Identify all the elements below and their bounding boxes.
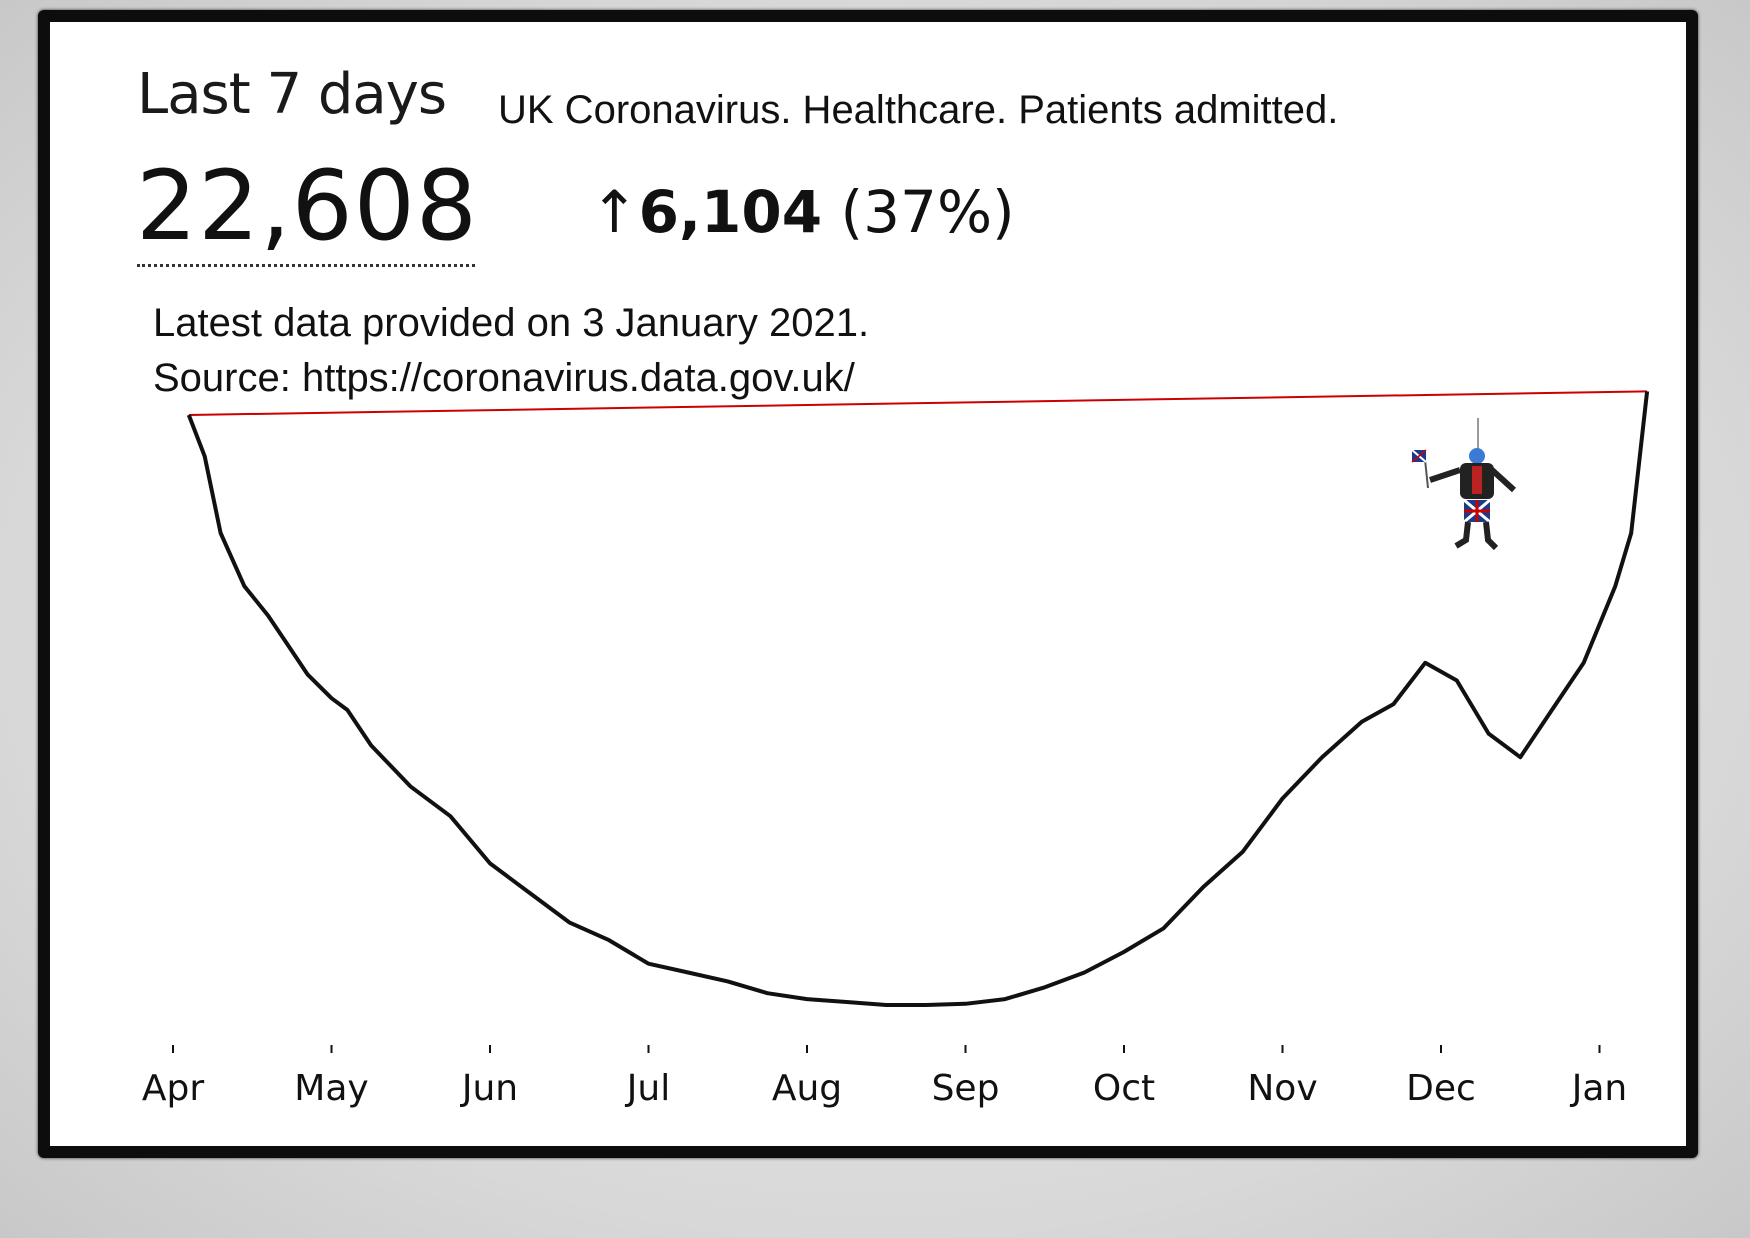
meta-block: Latest data provided on 3 January 2021. … bbox=[153, 296, 869, 406]
change-value: 6,104 bbox=[638, 178, 823, 246]
source-text: Source: https://coronavirus.data.gov.uk/ bbox=[153, 356, 855, 400]
x-tick-label: Oct bbox=[1093, 1068, 1155, 1109]
x-tick-label: Nov bbox=[1247, 1068, 1317, 1109]
total-value: 22,608 bbox=[136, 150, 478, 262]
chart-title: UK Coronavirus. Healthcare. Patients adm… bbox=[498, 88, 1339, 132]
x-tick-label: May bbox=[294, 1068, 368, 1109]
x-tick-label: Jul bbox=[625, 1068, 670, 1109]
x-tick-label: Jun bbox=[460, 1068, 518, 1109]
up-arrow-icon: ↑ bbox=[590, 178, 639, 246]
x-axis: Apr May Jun Jul Aug Sep Oct Nov Dec Jan bbox=[142, 1045, 1627, 1109]
period-label: Last 7 days bbox=[137, 62, 447, 127]
change-indicator: ↑6,104 (37%) bbox=[590, 178, 1015, 246]
x-tick-label: Apr bbox=[142, 1068, 204, 1109]
reference-line-layer bbox=[188, 390, 1648, 416]
change-percent: (37%) bbox=[840, 178, 1015, 246]
series-line bbox=[186, 391, 1650, 1007]
x-tick-label: Sep bbox=[932, 1068, 1000, 1109]
reference-line bbox=[188, 390, 1648, 416]
latest-data-text: Latest data provided on 3 January 2021. bbox=[153, 301, 870, 345]
chart-frame bbox=[38, 10, 1698, 1158]
x-tick-label: Jan bbox=[1570, 1068, 1628, 1109]
x-tick-label: Dec bbox=[1406, 1068, 1476, 1109]
x-tick-label: Aug bbox=[772, 1068, 842, 1109]
total-underline bbox=[137, 264, 475, 267]
figure-illustration bbox=[1411, 418, 1517, 551]
series-line-layer bbox=[186, 391, 1650, 1007]
